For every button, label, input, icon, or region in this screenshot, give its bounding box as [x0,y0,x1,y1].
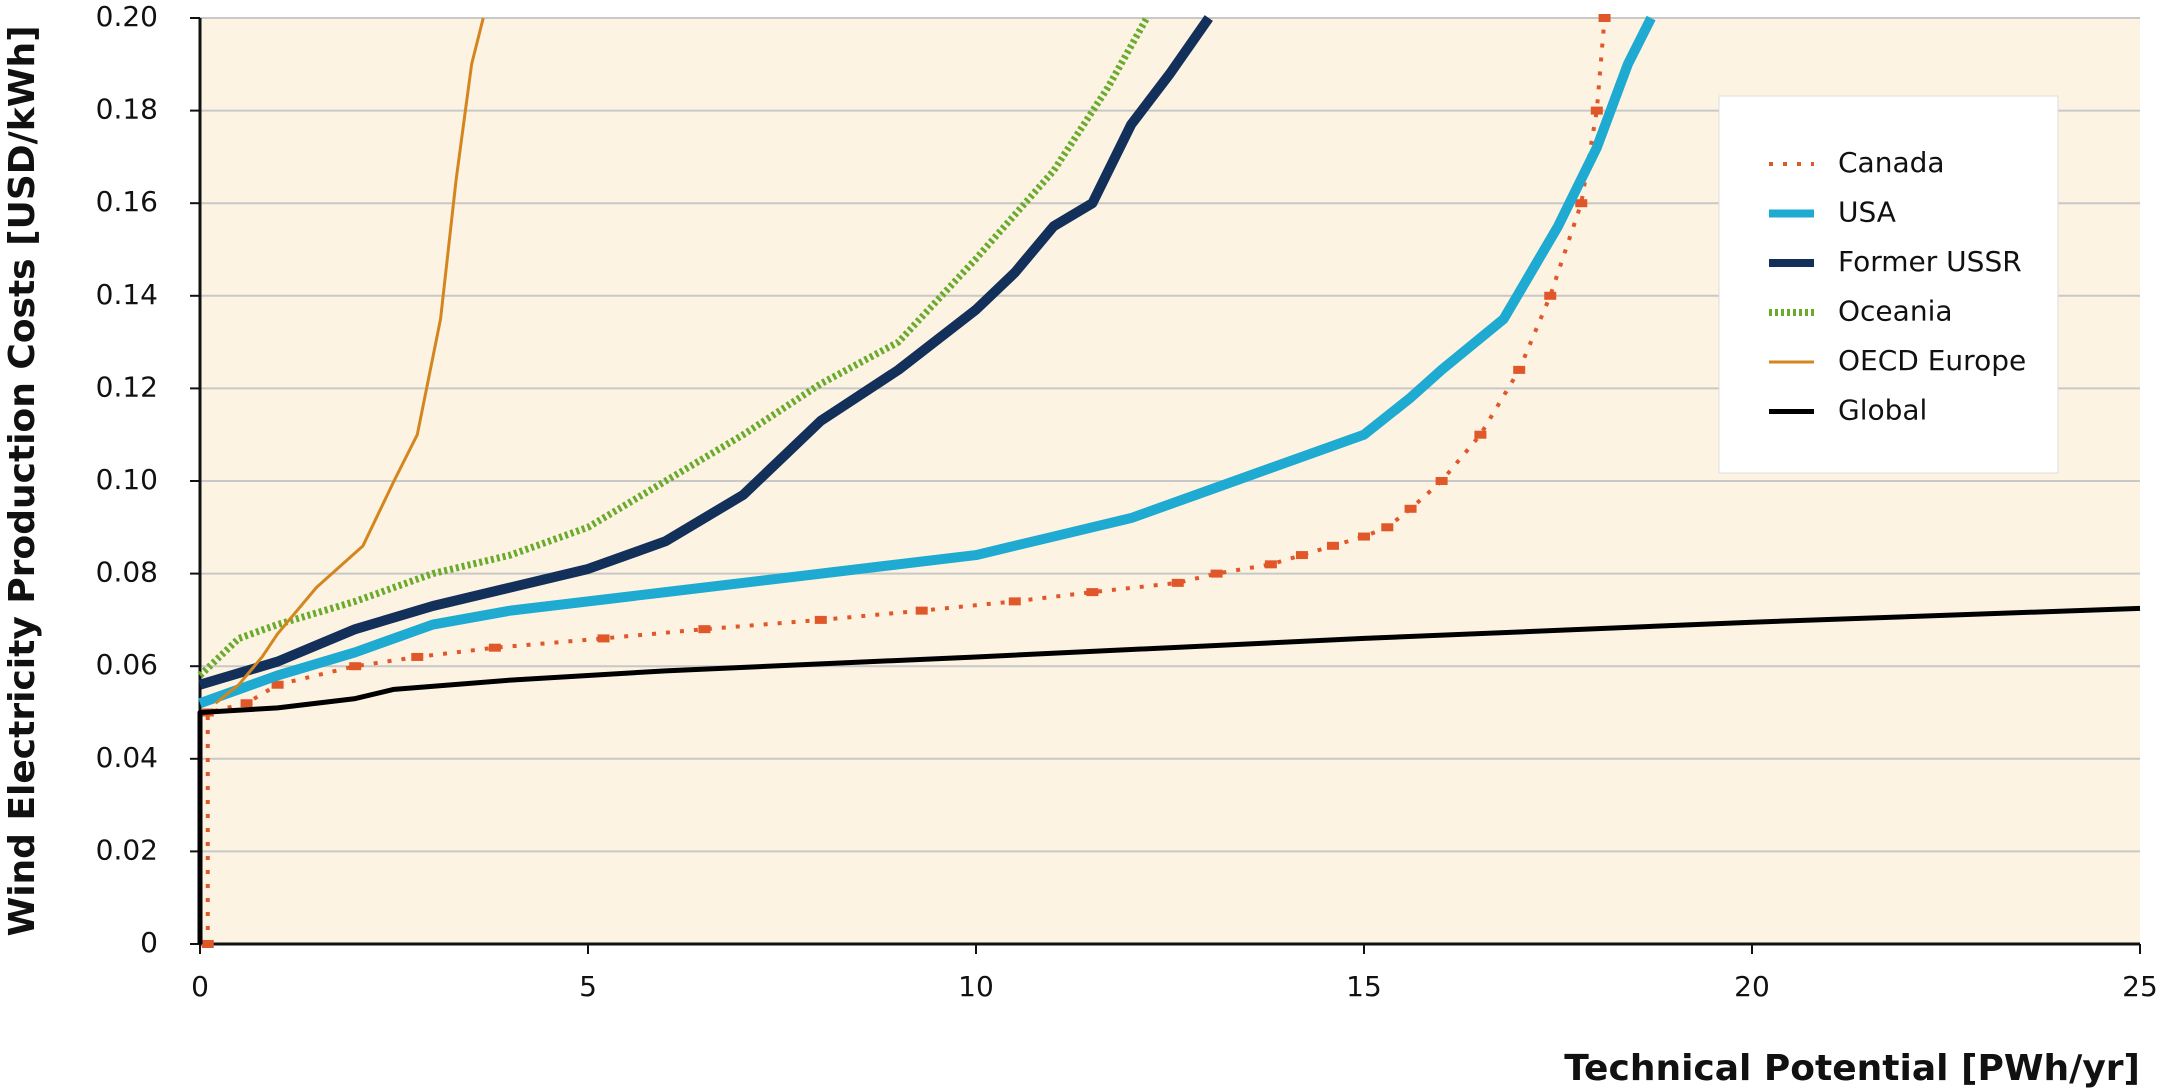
series-line [205,17,1607,944]
legend: Canada USA Former USSR Oceania OECD Europe Gl… [1718,95,2059,474]
y-tick-label: 0.20 [96,0,158,33]
x-tick-label: 15 [1346,970,1382,1003]
data-marker [915,606,928,615]
legend-label: Global [1838,394,1927,427]
y-tick-label: 0.10 [96,463,158,496]
series-line [197,605,2141,944]
data-marker [1590,106,1603,115]
data-marker [698,625,711,634]
data-marker [488,643,501,652]
data-marker [1295,551,1308,560]
x-axis-title: Technical Potential [PWh/yr] [1564,1048,2140,1089]
data-marker [1326,541,1339,550]
legend-label: Oceania [1838,295,1953,328]
data-marker [1404,504,1417,513]
y-tick-label: 0.04 [96,741,158,774]
series-line [197,16,1150,678]
y-tick-label: 0.16 [96,185,158,218]
series-line [214,17,485,705]
data-marker [349,662,362,671]
data-marker [1513,365,1526,374]
data-marker [1474,430,1487,439]
data-marker [1086,588,1099,597]
legend-label: USA [1838,196,1896,229]
series-line [198,15,1213,690]
series-line [198,15,1656,708]
y-tick-label: 0.02 [96,833,158,866]
data-marker [1171,578,1184,587]
y-tick-label: 0.14 [96,278,158,311]
y-tick-label: 0.08 [96,556,158,589]
x-tick-label: 20 [1734,970,1770,1003]
x-tick-label: 5 [579,970,597,1003]
legend-label: Former USSR [1838,245,2022,278]
y-axis-title: Wind Electricity Production Costs [USD/k… [2,25,43,936]
data-marker [597,634,610,643]
data-marker [411,652,424,661]
data-marker [1435,477,1448,485]
y-tick-label: 0.12 [96,370,158,403]
data-marker [271,680,284,689]
x-tick-label: 0 [191,970,209,1003]
data-marker [814,615,827,624]
data-marker [240,699,253,708]
y-tick-label: 0.18 [96,93,158,126]
x-tick-label: 10 [958,970,994,1003]
y-tick-label: 0.06 [96,648,158,681]
data-marker [1008,597,1021,606]
data-marker [201,940,214,948]
y-tick-label: 0 [140,926,158,959]
data-marker [1575,199,1588,208]
data-marker [1544,291,1557,300]
x-tick-label: 25 [2122,970,2158,1003]
data-marker [1264,560,1277,569]
data-marker [1381,523,1394,532]
data-marker [1598,14,1611,22]
legend-label: OECD Europe [1838,344,2026,377]
data-marker [1358,532,1370,541]
data-marker [1210,569,1223,578]
legend-label: Canada [1838,146,1945,179]
